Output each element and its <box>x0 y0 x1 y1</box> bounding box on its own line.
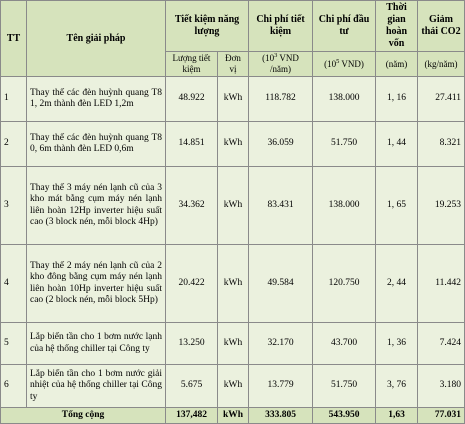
table-row: 4 Thay thế 2 máy nén lạnh cũ của 2 kho đ… <box>0 244 465 323</box>
table-row: 3 Thay thế 3 máy nén lạnh cũ của 3 kho m… <box>0 166 465 245</box>
row-cost-saving: 83.431 <box>248 166 313 245</box>
row-unit: kWh <box>217 166 249 245</box>
row-amount: 14.851 <box>165 121 218 167</box>
total-co2: 77.031 <box>417 407 465 424</box>
row-cost-saving: 49.584 <box>248 244 313 323</box>
row-amount: 48.922 <box>165 76 218 122</box>
row-solution: Thay thế 3 máy nén lạnh cũ của 3 kho mát… <box>26 166 166 245</box>
row-unit: kWh <box>217 121 249 167</box>
row-solution: Lắp biến tần cho 1 bơm nước giải nhiệt c… <box>26 364 166 408</box>
total-cost-saving: 333.805 <box>248 407 313 424</box>
header-payback-unit: (năm) <box>375 51 418 77</box>
row-unit: kWh <box>217 322 249 365</box>
header-tt: TT <box>0 0 27 77</box>
row-investment: 138.000 <box>312 166 376 245</box>
row-cost-saving: 36.059 <box>248 121 313 167</box>
row-tt: 6 <box>0 364 27 408</box>
row-payback: 1, 16 <box>375 76 418 122</box>
row-investment: 138.000 <box>312 76 376 122</box>
header-cost-saving: Chi phí tiết kiệm <box>248 0 313 52</box>
row-cost-saving: 32.170 <box>248 322 313 365</box>
table-row: 5 Lắp biến tần cho 1 bơm nước lạnh của h… <box>0 322 465 365</box>
row-amount: 5.675 <box>165 364 218 408</box>
total-investment: 543.950 <box>312 407 376 424</box>
row-payback: 1, 65 <box>375 166 418 245</box>
total-unit: kWh <box>217 407 249 424</box>
header-energy-amount: Lượng tiết kiệm <box>165 51 218 77</box>
header-payback: Thời gian hoàn vốn <box>375 0 418 52</box>
row-investment: 120.750 <box>312 244 376 323</box>
row-unit: kWh <box>217 244 249 323</box>
row-amount: 20.422 <box>165 244 218 323</box>
header-co2-unit: (kg/năm) <box>417 51 465 77</box>
row-investment: 51.750 <box>312 121 376 167</box>
row-payback: 2, 44 <box>375 244 418 323</box>
row-co2: 27.411 <box>417 76 465 122</box>
header-cost-saving-unit: (103 VND /năm) <box>248 51 313 77</box>
row-tt: 1 <box>0 76 27 122</box>
row-co2: 11.442 <box>417 244 465 323</box>
row-cost-saving: 118.782 <box>248 76 313 122</box>
header-co2: Giảm thải CO2 <box>417 0 465 52</box>
row-payback: 1, 44 <box>375 121 418 167</box>
row-amount: 13.250 <box>165 322 218 365</box>
table-row: 6 Lắp biến tần cho 1 bơm nước giải nhiệt… <box>0 364 465 408</box>
header-investment: Chi phí đầu tư <box>312 0 376 52</box>
row-tt: 3 <box>0 166 27 245</box>
row-tt: 2 <box>0 121 27 167</box>
row-amount: 34.362 <box>165 166 218 245</box>
row-co2: 3.180 <box>417 364 465 408</box>
row-solution: Lắp biến tần cho 1 bơm nước lạnh của hệ … <box>26 322 166 365</box>
total-amount: 137,482 <box>165 407 218 424</box>
header-solution: Tên giải pháp <box>26 0 166 77</box>
row-tt: 5 <box>0 322 27 365</box>
row-tt: 4 <box>0 244 27 323</box>
header-energy-saving: Tiết kiệm năng lượng <box>165 0 249 52</box>
row-solution: Thay thế các đèn huỳnh quang T8 0, 6m th… <box>26 121 166 167</box>
row-unit: kWh <box>217 364 249 408</box>
table-row: 2 Thay thế các đèn huỳnh quang T8 0, 6m … <box>0 121 465 167</box>
row-cost-saving: 13.779 <box>248 364 313 408</box>
header-investment-unit: (105 VND) <box>312 51 376 77</box>
total-label: Tổng cộng <box>0 407 166 424</box>
header-energy-unit: Đơn vị <box>217 51 249 77</box>
row-co2: 7.424 <box>417 322 465 365</box>
total-row: Tổng cộng 137,482 kWh 333.805 543.950 1,… <box>0 407 465 424</box>
row-payback: 3, 76 <box>375 364 418 408</box>
table-row: 1 Thay thế các đèn huỳnh quang T8 1, 2m … <box>0 76 465 122</box>
row-solution: Thay thế các đèn huỳnh quang T8 1, 2m th… <box>26 76 166 122</box>
row-payback: 1, 36 <box>375 322 418 365</box>
row-unit: kWh <box>217 76 249 122</box>
row-solution: Thay thế 2 máy nén lạnh cũ của 2 kho đôn… <box>26 244 166 323</box>
total-payback: 1,63 <box>375 407 418 424</box>
row-co2: 8.321 <box>417 121 465 167</box>
row-investment: 43.700 <box>312 322 376 365</box>
row-co2: 19.253 <box>417 166 465 245</box>
row-investment: 51.750 <box>312 364 376 408</box>
